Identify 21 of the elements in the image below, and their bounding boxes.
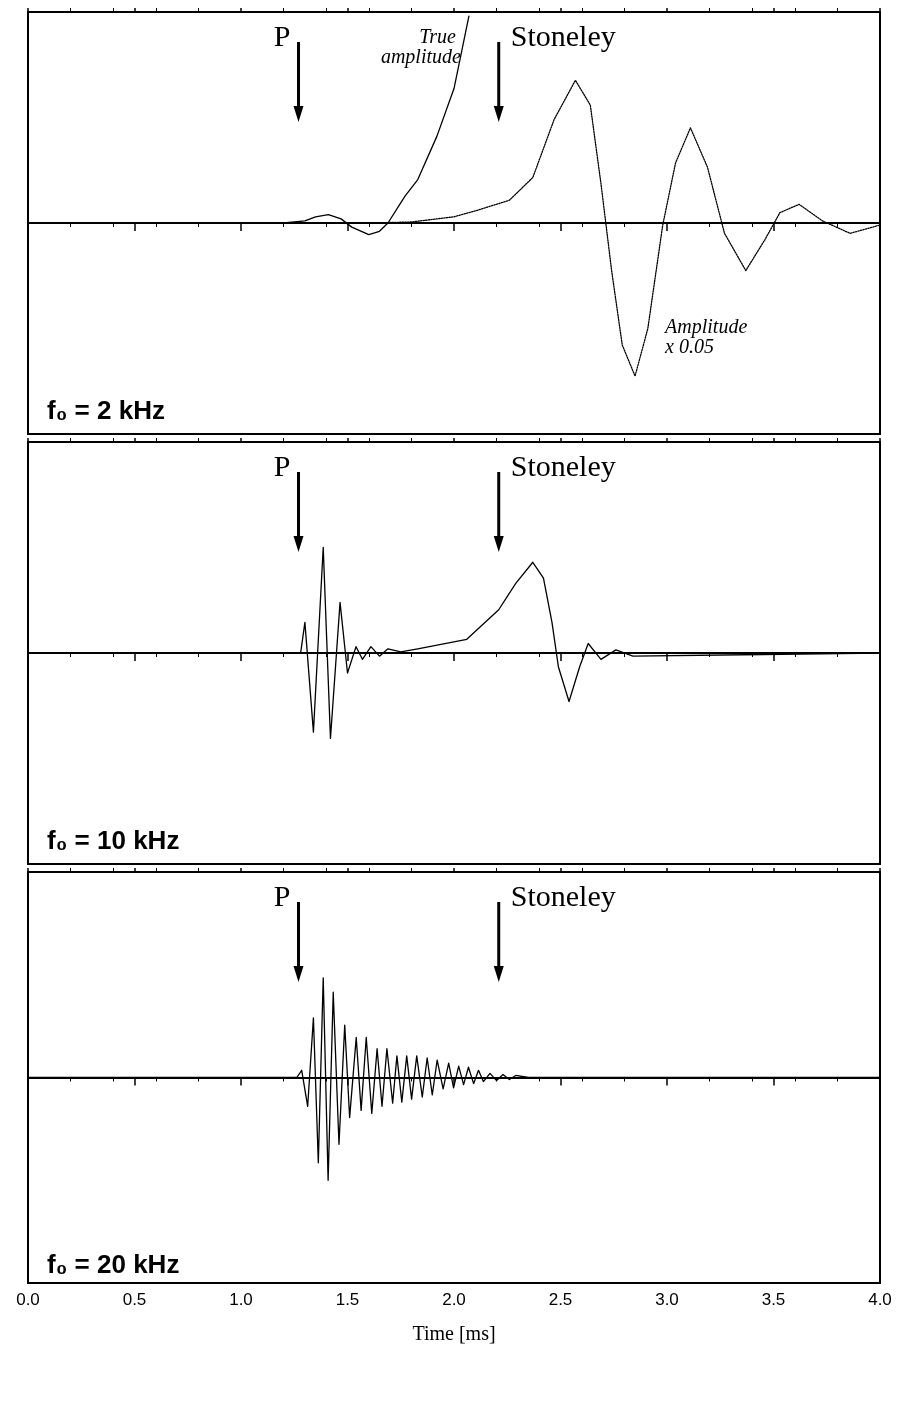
x-axis-title: Time [ms] <box>412 1322 496 1344</box>
x-tick-label: 0.0 <box>16 1290 40 1309</box>
x-tick-label: 1.0 <box>229 1290 253 1309</box>
x-tick-label: 2.5 <box>548 1290 573 1309</box>
series-label: Amplitude x 0.05 <box>663 315 753 358</box>
text: f₀ = 10 kHz <box>47 825 180 855</box>
x-tick-label: 1.5 <box>335 1290 360 1309</box>
text: f₀ = 20 kHz <box>47 1249 180 1279</box>
x-tick-label: 2.0 <box>442 1290 466 1309</box>
ref-line-label: P <box>273 878 291 912</box>
x-tick-label: 3.5 <box>761 1290 786 1309</box>
ref-line-label: P <box>273 448 291 482</box>
x-tick-label: 4.0 <box>868 1290 892 1309</box>
ref-line-label: P <box>273 18 291 52</box>
legend-label: True amplitude <box>380 25 462 69</box>
ref-line-label: Stoneley <box>510 18 616 52</box>
x-tick-label: 3.0 <box>655 1290 679 1309</box>
ref-line-label: Stoneley <box>510 878 616 912</box>
text: f₀ = 2 kHz <box>47 395 165 425</box>
x-tick-label: 0.5 <box>122 1290 147 1309</box>
ref-line-label: Stoneley <box>510 448 616 482</box>
